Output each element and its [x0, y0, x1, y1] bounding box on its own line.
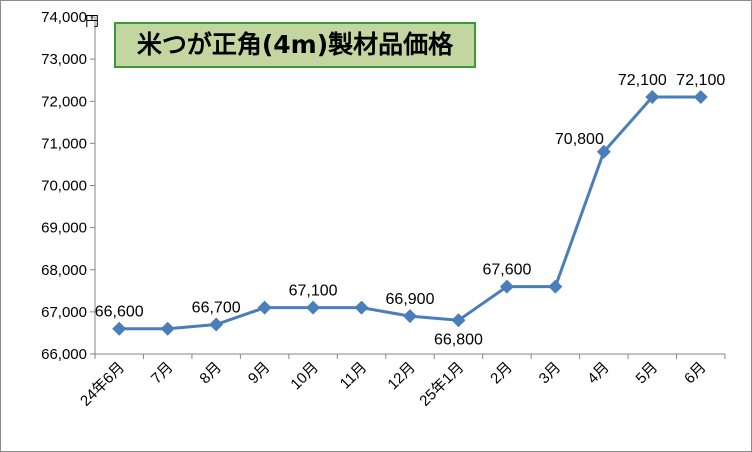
x-tick-label: 6月	[681, 359, 710, 388]
data-point-marker	[499, 279, 514, 294]
chart-title: 米つが正角(4m)製材品価格	[137, 30, 454, 59]
y-tick-label: 67,000	[41, 304, 87, 321]
chart-title-box: 米つが正角(4m)製材品価格	[114, 22, 476, 68]
x-tick-label: 9月	[245, 359, 274, 388]
y-tick-label: 66,000	[41, 346, 87, 363]
data-point-marker	[209, 317, 224, 332]
data-point-marker	[112, 321, 127, 336]
data-label: 66,800	[434, 331, 483, 348]
y-tick-label: 70,000	[41, 178, 87, 195]
data-label: 66,900	[386, 291, 435, 308]
data-point-marker	[548, 279, 563, 294]
data-labels: 66,600 66,700 67,100 66,900 66,800 67,600 70,8…	[95, 72, 726, 348]
x-tick-label: 11月	[337, 359, 371, 393]
data-point-marker	[645, 90, 660, 105]
title-background	[114, 22, 476, 68]
data-point-marker	[160, 321, 175, 336]
x-tick-label: 3月	[536, 359, 565, 388]
data-label: 72,100	[618, 72, 667, 89]
y-tick-label: 72,000	[41, 93, 87, 110]
data-point-marker	[693, 90, 708, 105]
data-label: 67,100	[289, 283, 338, 300]
y-tick-label: 69,000	[41, 220, 87, 237]
x-tick-label: 12月	[384, 359, 418, 393]
data-label: 70,800	[555, 131, 604, 148]
x-tick-label: 24年6月	[77, 359, 128, 410]
data-point-marker	[403, 309, 417, 324]
x-tick-label: 8月	[196, 359, 225, 388]
x-tick-label: 2月	[487, 359, 516, 388]
data-label: 66,700	[192, 300, 241, 317]
x-tick-label: 7月	[148, 359, 177, 388]
data-label: 67,600	[482, 262, 531, 279]
data-point-marker	[306, 300, 321, 315]
y-axis-ticks: 66,000 67,000 68,000 69,000 70,000 71,000 72,0…	[41, 9, 95, 363]
x-tick-label: 10月	[287, 359, 321, 393]
data-point-marker	[451, 313, 466, 328]
y-tick-label: 68,000	[41, 262, 87, 279]
x-tick-label: 4月	[584, 359, 613, 388]
data-label: 66,600	[95, 304, 144, 321]
data-point-marker	[596, 144, 611, 159]
y-axis-unit-label: 円	[85, 14, 99, 30]
data-label: 72,100	[676, 72, 725, 89]
data-point-marker	[257, 300, 272, 315]
x-tick-label: 25年1月	[416, 359, 467, 410]
y-tick-label: 73,000	[41, 51, 87, 68]
series-group	[112, 90, 708, 336]
x-tick-label: 5月	[633, 359, 662, 388]
y-tick-label: 74,000	[41, 9, 87, 26]
data-point-marker	[354, 300, 369, 315]
y-tick-label: 71,000	[41, 135, 87, 152]
